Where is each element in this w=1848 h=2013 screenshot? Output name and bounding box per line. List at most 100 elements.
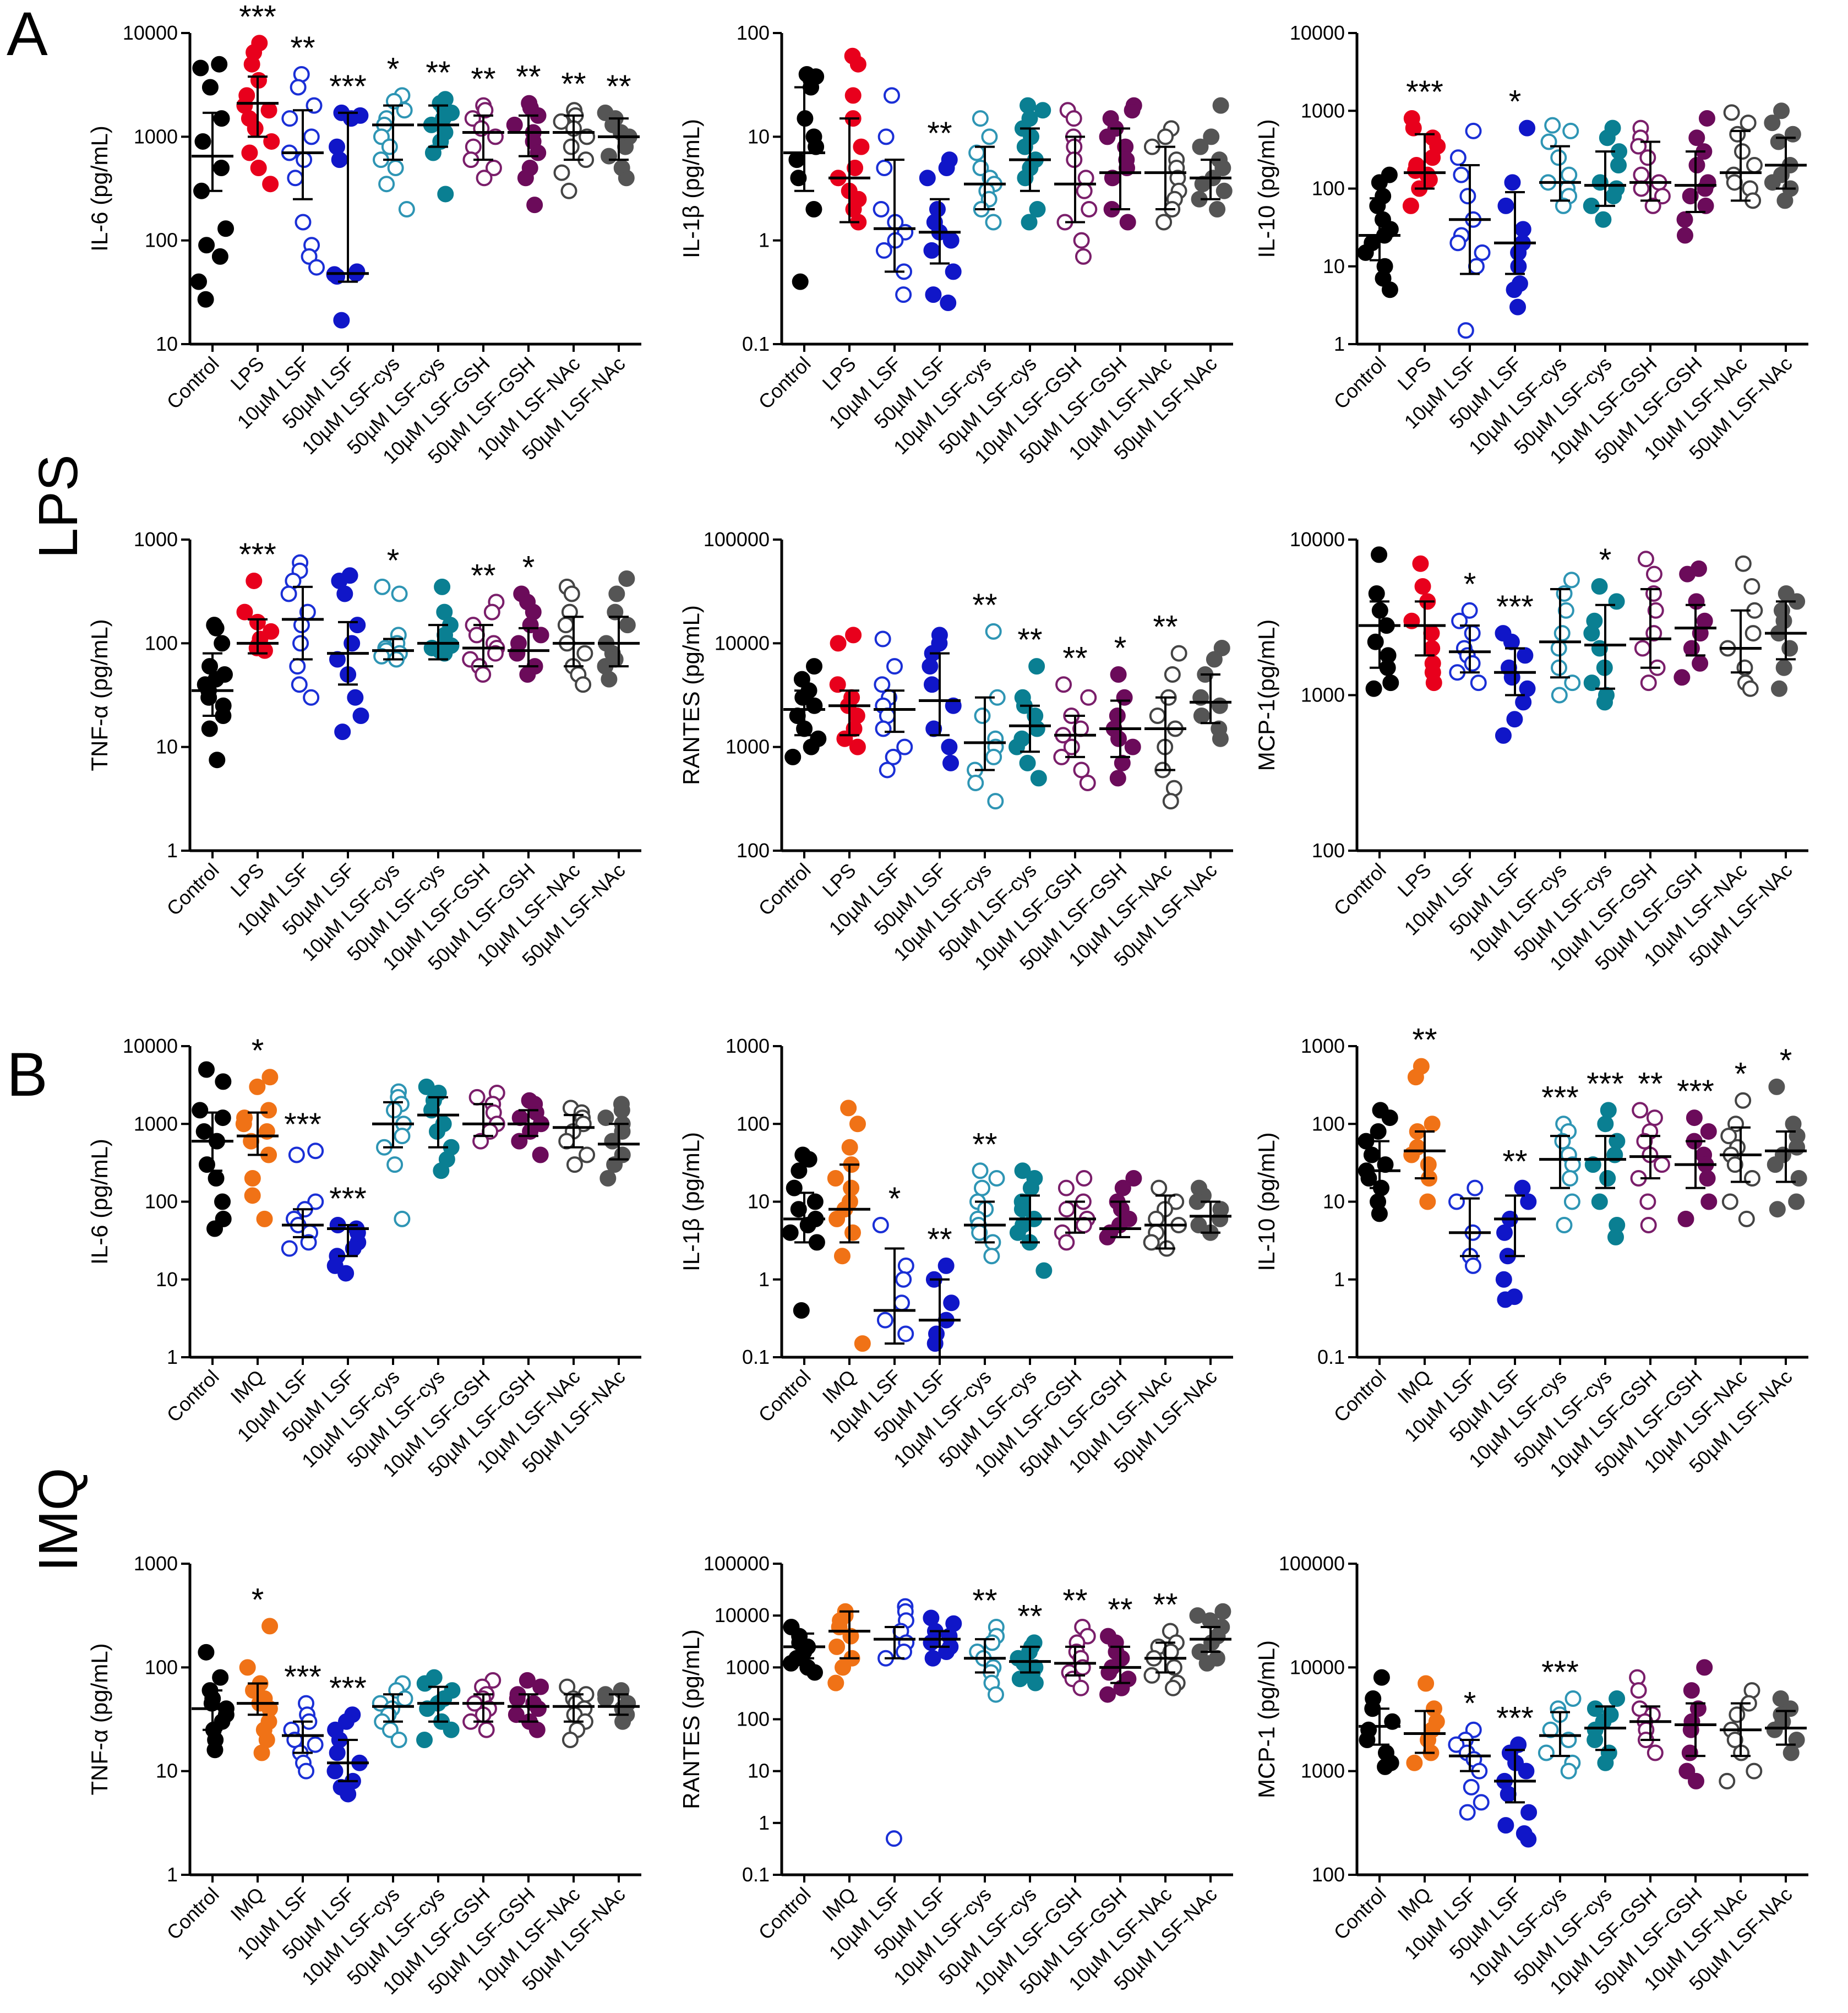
- data-point: [805, 200, 822, 217]
- data-point: [1382, 674, 1399, 692]
- significance-label: ***: [1677, 1074, 1714, 1109]
- data-point: [563, 138, 580, 155]
- data-point: [1647, 1744, 1664, 1761]
- data-point: [791, 1162, 808, 1179]
- data-point: [1607, 1228, 1625, 1245]
- data-point: [295, 214, 312, 231]
- significance-label: *: [1735, 1057, 1747, 1092]
- data-point: [1076, 182, 1093, 199]
- y-tick-label: 10: [748, 1190, 770, 1213]
- data-point: [895, 286, 912, 303]
- data-point: [788, 151, 805, 168]
- data-point: [974, 707, 991, 724]
- data-point: [200, 689, 217, 706]
- y-tick-label: 1: [759, 1811, 770, 1834]
- data-point: [1028, 720, 1045, 737]
- significance-label: **: [1062, 1583, 1087, 1619]
- data-point: [246, 572, 263, 589]
- data-point: [886, 658, 903, 675]
- data-point: [508, 1706, 525, 1723]
- significance-label: *: [252, 1033, 264, 1069]
- x-tick-label: Control: [1329, 859, 1391, 920]
- data-point: [509, 645, 526, 662]
- data-point: [1412, 555, 1429, 572]
- data-point: [244, 1169, 261, 1187]
- data-point: [326, 1762, 344, 1780]
- data-point: [1373, 1669, 1390, 1686]
- data-point: [893, 1294, 910, 1312]
- data-point: [1519, 680, 1536, 697]
- data-point: [378, 176, 395, 193]
- data-point: [784, 748, 802, 765]
- data-point: [478, 1721, 495, 1738]
- data-point: [1520, 1831, 1537, 1848]
- y-tick-label: 100: [1312, 839, 1345, 862]
- x-tick-label: Control: [162, 1365, 223, 1427]
- data-point: [303, 128, 320, 145]
- data-point: [833, 1248, 851, 1265]
- significance-label: *: [1599, 542, 1612, 578]
- data-point: [1109, 770, 1126, 787]
- data-point: [1019, 754, 1036, 771]
- data-point: [1700, 1123, 1717, 1140]
- data-point: [1072, 1679, 1089, 1696]
- data-point: [1076, 1169, 1093, 1187]
- data-point: [334, 723, 351, 741]
- data-point: [1206, 651, 1223, 668]
- data-point: [1697, 197, 1714, 214]
- data-point: [1678, 1762, 1696, 1780]
- data-point: [256, 1210, 273, 1227]
- data-point: [1686, 1109, 1703, 1127]
- data-point: [1542, 1721, 1559, 1738]
- data-point: [192, 1102, 209, 1119]
- data-point: [253, 1744, 270, 1761]
- data-point: [1058, 1201, 1075, 1218]
- data-point: [1124, 738, 1141, 755]
- data-point: [1551, 687, 1568, 704]
- data-point: [1692, 655, 1709, 672]
- data-point: [924, 1650, 941, 1667]
- data-point: [1653, 1156, 1670, 1173]
- data-point: [1735, 1092, 1752, 1109]
- data-point: [579, 1146, 596, 1163]
- data-point: [1016, 138, 1033, 155]
- data-point: [468, 1089, 486, 1106]
- data-point: [241, 144, 258, 161]
- data-point: [618, 570, 635, 587]
- data-point: [619, 617, 636, 634]
- data-point: [557, 617, 574, 634]
- data-point: [1676, 211, 1693, 228]
- data-point: [981, 128, 998, 145]
- data-point: [214, 1193, 231, 1210]
- data-point: [972, 110, 989, 127]
- data-point: [576, 645, 593, 662]
- significance-label: ***: [1541, 1655, 1579, 1690]
- data-point: [211, 248, 228, 265]
- significance-label: **: [972, 1127, 997, 1162]
- data-point: [563, 585, 580, 602]
- data-point: [1767, 1156, 1784, 1173]
- data-point: [416, 1731, 433, 1748]
- data-point: [1170, 645, 1187, 662]
- data-point: [1424, 640, 1441, 657]
- data-point: [1453, 166, 1470, 183]
- data-point: [1726, 1731, 1743, 1748]
- data-point: [213, 110, 230, 127]
- data-point: [1687, 1772, 1704, 1789]
- significance-label: **: [606, 69, 631, 105]
- data-point: [1735, 555, 1752, 572]
- data-point: [875, 720, 892, 737]
- data-point: [1424, 149, 1441, 166]
- data-point: [208, 619, 225, 636]
- panel-B-RANTES: 0.1 1 10 100 1000 10000 100000 RANTES (pg/mL) Co…: [678, 1552, 1233, 1999]
- data-point: [606, 1156, 623, 1173]
- data-point: [942, 232, 960, 249]
- significance-label: ***: [329, 1671, 367, 1706]
- data-point: [940, 295, 957, 312]
- data-point: [805, 658, 822, 675]
- data-point: [1423, 625, 1440, 642]
- data-point: [842, 1628, 859, 1645]
- data-point: [1599, 129, 1616, 146]
- data-point: [1640, 674, 1657, 692]
